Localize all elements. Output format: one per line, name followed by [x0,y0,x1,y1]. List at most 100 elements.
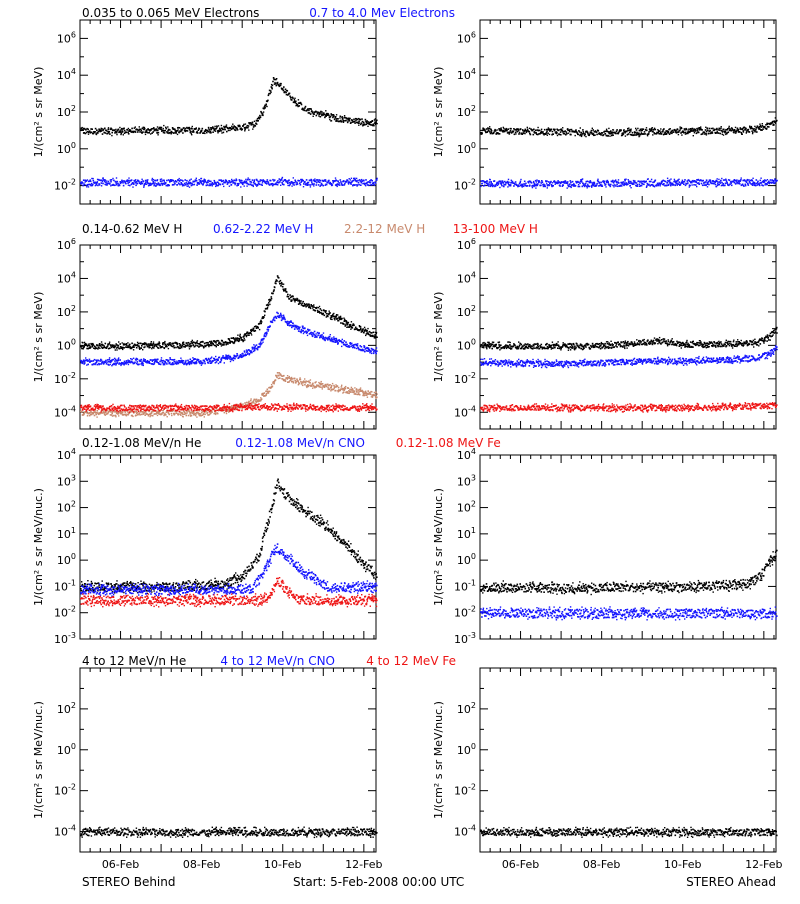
data-point [102,183,104,185]
data-point [745,185,746,186]
data-point [207,184,209,186]
data-point [157,359,159,361]
data-point [510,130,512,132]
data-point [342,184,344,186]
data-point [496,129,497,130]
data-point [522,184,523,185]
data-point [542,131,544,133]
data-point [180,348,181,349]
data-point [540,185,541,186]
data-point [221,345,222,346]
data-point [212,185,213,186]
data-point [169,129,171,131]
data-point [678,131,680,133]
data-point [193,131,195,133]
data-point [109,357,110,358]
data-point [322,313,324,315]
data-point [262,182,263,183]
data-point [575,185,577,187]
data-point [611,133,613,135]
data-point [285,288,286,289]
data-point [166,363,168,365]
data-point [357,345,359,347]
data-point [701,183,703,185]
data-point [188,415,190,417]
data-point [203,413,204,414]
data-point [304,328,306,330]
data-point [482,133,483,134]
data-point [766,128,767,129]
data-point [305,106,307,108]
data-point [244,185,245,186]
data-point [718,179,719,180]
data-point [163,125,164,126]
data-point [308,110,310,112]
data-point [571,187,572,188]
data-point [228,342,229,343]
data-point [376,123,377,124]
data-point [653,129,655,131]
data-point [276,84,278,86]
data-point [707,186,708,187]
data-point [368,347,369,348]
data-point [153,341,154,342]
data-point [581,135,583,137]
data-point [196,416,197,417]
data-point [362,328,364,330]
data-point [628,181,630,183]
data-point [107,129,109,131]
data-point [318,115,319,116]
data-point [365,335,366,336]
data-point [123,134,124,135]
data-point [192,184,194,186]
data-point [482,183,483,184]
data-point [143,365,144,366]
data-point [702,180,704,182]
data-point [223,129,224,130]
data-point [661,182,662,183]
data-point [259,181,261,183]
data-point [159,341,160,342]
data-point [82,342,83,343]
data-point [265,107,266,108]
data-point [657,183,659,185]
data-point [179,132,180,133]
data-point [602,132,604,134]
data-point [123,185,125,187]
data-point [273,289,275,291]
data-point [689,181,690,182]
data-point [255,330,257,332]
data-point [283,86,285,88]
y-tick-label: 10-2 [454,178,476,193]
data-point [126,363,127,364]
data-point [133,358,134,359]
data-point [376,178,377,179]
data-point [99,184,101,186]
data-point [118,415,119,416]
data-point [605,133,606,134]
data-point [552,182,553,183]
data-point [624,180,626,182]
data-point [295,101,297,103]
data-point [201,178,202,179]
data-point [254,179,255,180]
data-point [114,360,116,362]
data-point [139,414,141,416]
data-point [174,413,176,415]
data-point [287,294,289,296]
data-point [737,128,739,130]
data-point [757,125,759,127]
data-point [720,128,722,130]
data-point [204,363,206,365]
data-point [248,334,250,336]
data-point [608,182,609,183]
data-point [764,181,766,183]
data-point [345,341,347,343]
data-point [163,128,164,129]
data-point [141,130,143,132]
data-point [227,343,229,345]
data-point [341,346,342,347]
data-point [503,182,504,183]
data-point [166,180,168,182]
data-point [211,411,213,413]
